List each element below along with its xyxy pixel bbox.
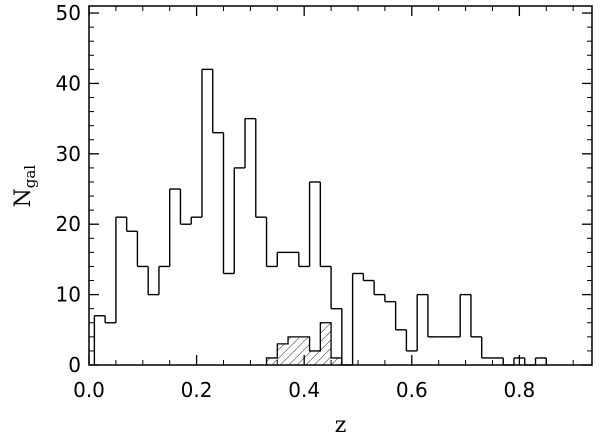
- hatched-bar: [288, 336, 299, 365]
- hatched-bar: [309, 350, 321, 365]
- plot-frame: [88, 5, 593, 366]
- hatched-bar: [266, 357, 278, 365]
- y-tick-label: 10: [56, 283, 81, 307]
- y-tick-label: 20: [56, 212, 81, 236]
- hatched-bar: [298, 336, 310, 365]
- x-tick-label: 0.8: [503, 378, 535, 402]
- x-tick-label: 0.6: [396, 378, 428, 402]
- hatched-bar: [331, 357, 342, 365]
- tick-labels: 0.0 0.2 0.4 0.6 0.8 0 10 20 30 40 50: [56, 1, 536, 402]
- y-tick-label: 50: [56, 1, 81, 25]
- hatched-histogram-outline: [265, 322, 343, 365]
- y-tick-label: 0: [68, 353, 81, 377]
- hatched-bar: [320, 322, 332, 365]
- y-tick-label: 40: [56, 71, 81, 95]
- x-axis-title: z: [335, 413, 347, 438]
- axis-ticks: [88, 6, 592, 366]
- hatched-bar: [277, 343, 289, 365]
- y-axis-title-main: N: [11, 188, 36, 207]
- x-tick-label: 0.2: [181, 378, 213, 402]
- x-tick-label: 0.0: [73, 378, 105, 402]
- plot-area: [93, 68, 547, 366]
- x-tick-label: 0.4: [288, 378, 320, 402]
- y-tick-label: 30: [56, 142, 81, 166]
- y-axis-title: Ngal: [11, 165, 39, 208]
- y-axis-title-sub: gal: [21, 165, 39, 189]
